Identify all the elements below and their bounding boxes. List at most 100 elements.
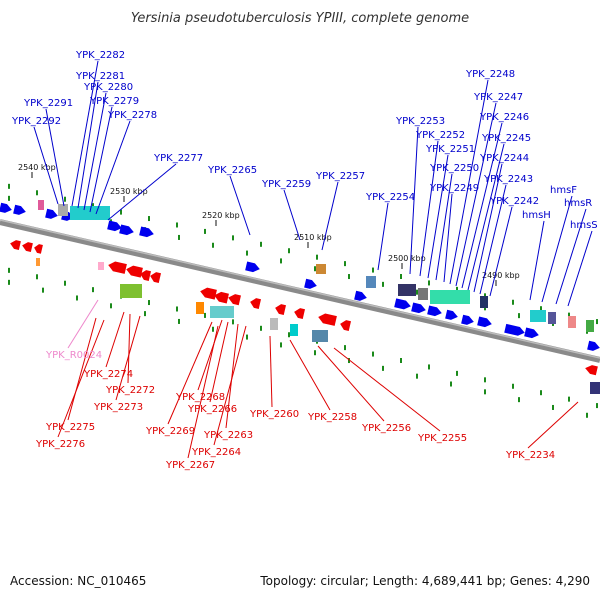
gene-leader-line [167,321,213,425]
gene-label: hmsH [522,210,551,221]
gene-leader-line [289,339,331,411]
gene-leader-line [321,181,339,251]
gene-leader-line [209,321,229,403]
gc-mark [456,370,458,376]
gene-label: YPK_2259 [261,179,311,190]
gene-label: YPK_2247 [473,92,523,103]
gc-mark [8,279,10,285]
gene-labels: YPK_2292 YPK_2291 YPK_2282 YPK_2281YPK_2280… [11,50,598,471]
gene-label: YPK_2273 [93,402,143,413]
gc-mark [540,306,542,312]
gene-label: hmsR [564,198,592,209]
genome-backbone-highlight [0,219,600,359]
gc-mark [484,389,486,395]
gene-label: YPK_2257 [315,171,365,182]
feature-block [366,276,376,288]
gc-mark [148,216,150,222]
gc-mark [246,250,248,256]
gc-mark [314,350,316,356]
gene-label: YPK_2264 [191,447,241,458]
gc-mark [348,358,350,364]
gc-mark [260,325,262,331]
gc-mark [400,274,402,279]
feature-block [418,288,428,300]
scale-tick-label: 2540 kbp [18,163,56,172]
gc-mark [8,267,10,273]
gc-mark [36,274,38,280]
gene-label: hmsF [550,185,577,196]
gc-mark [540,390,542,396]
gene-label: YPK_2246 [479,112,529,123]
gc-mark [484,293,486,299]
scale-tick-label: 2490 kbp [482,271,520,280]
gc-mark [450,381,452,387]
forward-gene-arrow [394,298,411,310]
forward-gene-arrow [477,316,492,328]
feature-block [590,382,600,394]
gc-mark [64,196,66,202]
feature-block [586,320,594,332]
gc-mark [596,403,598,409]
gc-mark [92,287,94,293]
gene-leader-line [527,401,579,449]
reverse-gene-arrow [318,313,337,326]
gc-mark [232,319,234,325]
feature-block [120,284,142,298]
reverse-gene-arrow [294,308,305,319]
gc-mark [382,281,384,287]
feature-block [98,262,104,270]
gc-mark [8,195,10,201]
gene-label: YPK_2280 [83,82,133,93]
gene-label: YPK_2279 [89,96,139,107]
forward-gene-arrow [107,220,122,232]
gc-mark [280,258,282,264]
gc-mark [512,299,514,305]
gene-label: YPK_2278 [107,110,157,121]
gene-label: YPK_2253 [395,116,445,127]
gene-label: YPK_2255 [417,433,467,444]
gene-label: YPK_2258 [307,412,357,423]
gene-label: YPK_2277 [153,153,203,164]
gene-leader-line [409,126,419,275]
gene-leader-line [71,60,99,207]
gc-mark [76,295,78,301]
gene-leader-line [567,230,593,307]
forward-gene-arrow [119,224,134,236]
reverse-gene-arrow [214,291,229,304]
gene-label: YPK_2251 [425,144,475,155]
feature-block [38,200,44,210]
gene-label: YPK_2269 [145,426,195,437]
gc-mark [204,228,206,234]
gc-mark [382,365,384,371]
gene-leader-line [269,335,273,408]
forward-gene-arrow [445,309,458,320]
gc-mark [372,351,374,357]
gene-leader-line [107,163,177,221]
gene-label: YPK_2281 [75,71,125,82]
forward-gene-arrow [411,302,426,314]
gc-mark [568,312,570,318]
gene-label: YPK_2249 [429,183,479,194]
scale-tick-label: 2500 kbp [388,254,426,263]
gene-leader-line [229,175,251,236]
gc-mark [400,358,402,363]
gene-label: YPK_2234 [505,450,555,461]
gene-label: YPK_2243 [483,174,533,185]
gene-leader-line [77,81,99,209]
gc-mark [316,254,318,260]
gene-label: YPK_2250 [429,163,479,174]
gc-mark [416,289,418,295]
forward-gene-arrow [524,327,539,339]
reverse-gene-arrow [228,294,241,306]
forward-gene-arrow [427,305,442,317]
gc-mark [288,248,290,254]
feature-block [196,302,204,314]
gc-mark [344,261,346,267]
gene-leader-line [479,184,507,295]
gene-label: YPK_2254 [365,192,415,203]
gc-mark [372,267,374,273]
gene-leader-line [67,299,99,349]
gene-leader-line [541,195,573,303]
gc-mark [204,312,206,318]
gc-mark [92,203,94,209]
